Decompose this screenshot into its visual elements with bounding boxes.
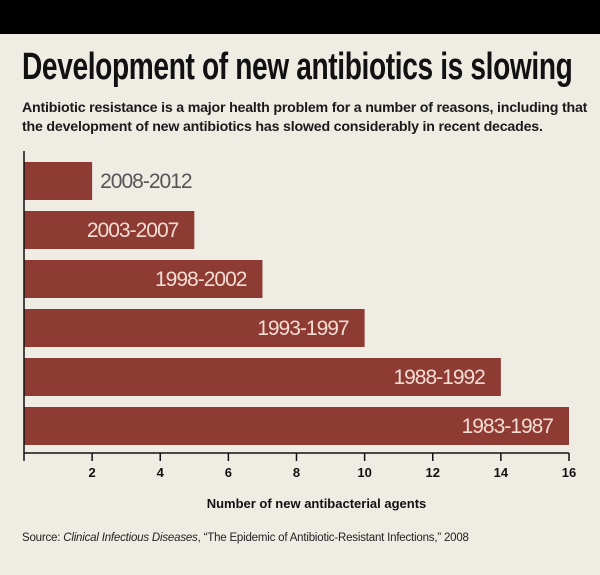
bar-1993-1997: [24, 309, 365, 347]
source-note: Source: Clinical Infectious Diseases, “T…: [22, 532, 469, 544]
source-article: , “The Epidemic of Antibiotic-Resistant …: [197, 532, 469, 544]
x-tick-label-8: 8: [293, 465, 300, 480]
bar-1988-1992: [24, 358, 501, 396]
bar-label-1983-1987: 1983-1987: [462, 415, 554, 438]
bar-label-2003-2007: 2003-2007: [87, 219, 179, 242]
x-tick-label-10: 10: [357, 465, 371, 480]
bar-1998-2002: [24, 260, 263, 298]
bar-label-1993-1997: 1993-1997: [257, 317, 349, 340]
x-axis-label: Number of new antibacterial agents: [207, 496, 427, 511]
bar-1983-1987: [24, 407, 569, 445]
source-publication: Clinical Infectious Diseases: [63, 532, 198, 544]
x-tick-label-2: 2: [89, 465, 96, 480]
x-tick-label-4: 4: [157, 465, 165, 480]
source-prefix: Source:: [22, 532, 64, 544]
bar-2008-2012: [24, 162, 93, 200]
top-black-bar: [0, 0, 600, 34]
bar-2003-2007: [24, 211, 195, 249]
bars-group: 2008-2012 2003-2007 1998-2002 1993-1997 1988…: [24, 162, 569, 445]
x-tick-label-6: 6: [225, 465, 232, 480]
x-tick-label-12: 12: [426, 465, 440, 480]
x-tick-label-14: 14: [494, 465, 509, 480]
x-tick-label-16: 16: [562, 465, 576, 480]
x-axis: 2 4 6 8 10 12 14 16: [23, 151, 576, 480]
chart-subtitle: Antibiotic resistance is a major health …: [22, 100, 588, 135]
bar-chart: 2008-2012 2003-2007 1998-2002 1993-1997 1988…: [23, 151, 576, 511]
bar-label-1988-1992: 1988-1992: [393, 366, 485, 389]
chart-title: Development of new antibiotics is slowin…: [22, 46, 573, 88]
bar-label-1998-2002: 1998-2002: [155, 268, 247, 291]
bar-label-2008-2012: 2008-2012: [100, 170, 192, 193]
